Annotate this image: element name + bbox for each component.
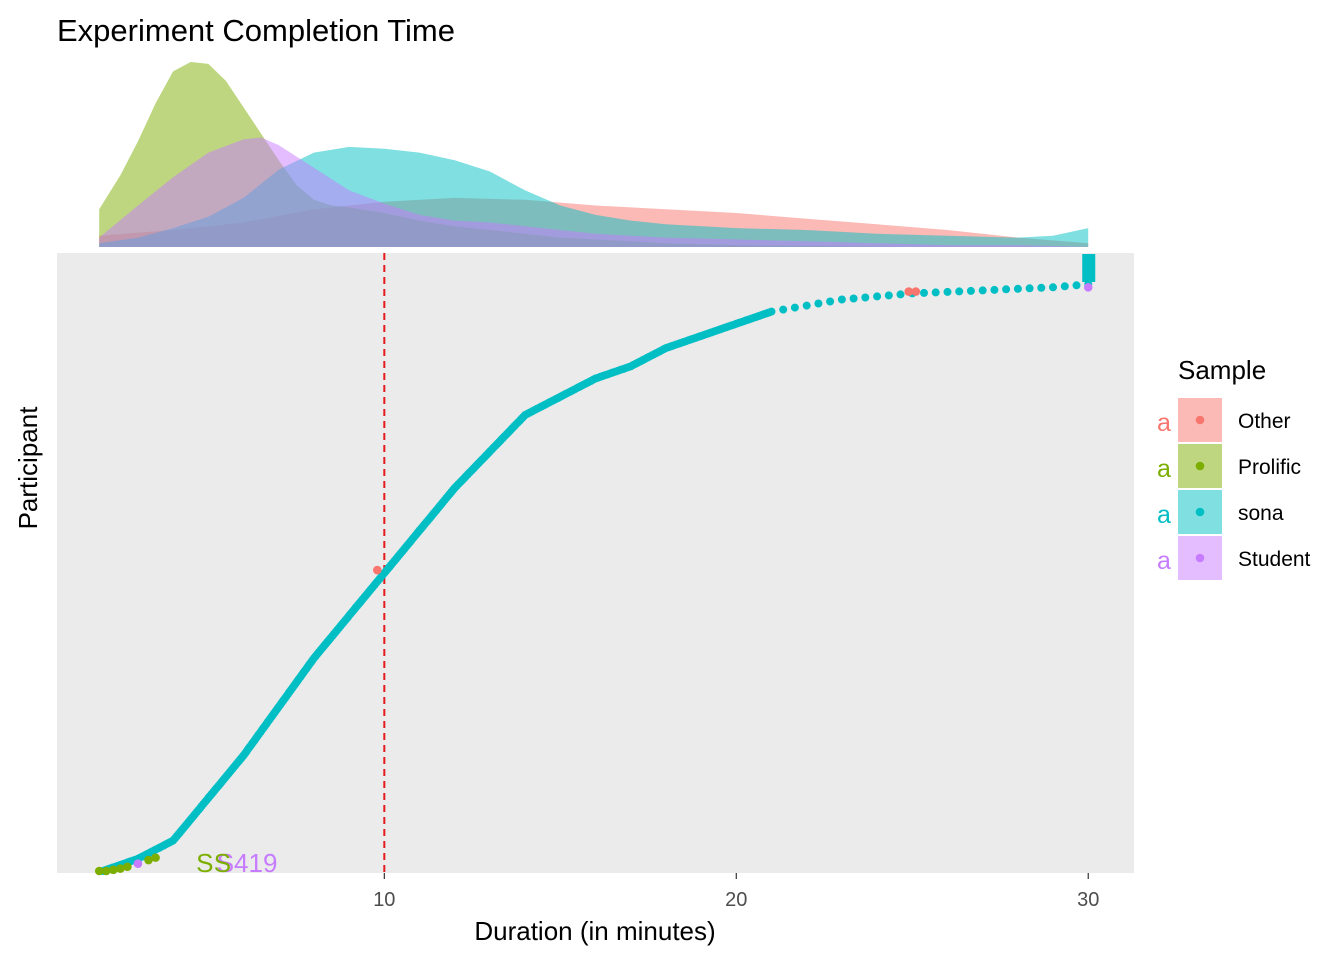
data-point-other: [904, 287, 914, 296]
data-point-sona: [990, 285, 999, 294]
x-axis: 10 20 30: [373, 873, 1099, 911]
data-point-prolific: [101, 866, 111, 876]
data-point-sona: [837, 295, 846, 304]
legend-letter-sona: a: [1157, 501, 1171, 529]
data-point-sona: [826, 297, 835, 306]
capped-points-sona: [1082, 259, 1096, 266]
data-point-sona: [884, 291, 893, 300]
data-point-student: [1083, 283, 1093, 292]
legend-label-sona: sona: [1238, 502, 1284, 525]
data-point-sona: [1060, 282, 1069, 291]
data-point-student: [133, 859, 143, 869]
capped-points-sona: [1082, 265, 1096, 271]
legend-letter-prolific: a: [1157, 455, 1171, 483]
data-point-sona: [849, 294, 858, 303]
data-point-prolific: [94, 866, 104, 876]
data-point-sona: [873, 292, 882, 301]
data-point-prolific: [116, 864, 125, 873]
data-point-sona: [861, 293, 870, 302]
data-point-sona: [767, 307, 776, 316]
data-point-sona: [955, 287, 964, 296]
data-point-sona: [1002, 285, 1011, 294]
legend-point-other: [1195, 415, 1205, 425]
y-axis-title: Participant: [13, 406, 43, 530]
capped-points-sona: [1082, 270, 1096, 277]
data-point-sona: [790, 303, 799, 312]
data-point-sona: [814, 299, 823, 308]
x-axis-tick-label: 20: [725, 889, 747, 911]
legend: Sample a Other a Prolific a sona a Student: [1157, 355, 1311, 580]
legend-label-student: Student: [1238, 548, 1311, 571]
point-label: S: [196, 848, 213, 878]
point-label: S: [214, 848, 231, 878]
legend-letter-student: a: [1157, 547, 1171, 575]
data-point-other: [372, 565, 382, 575]
data-point-sona: [943, 287, 952, 296]
data-point-prolific: [144, 855, 153, 865]
data-point-sona: [802, 301, 811, 310]
legend-title: Sample: [1178, 355, 1266, 385]
points-group: [94, 254, 1096, 876]
data-point-sona: [1072, 281, 1081, 290]
data-point-sona: [1049, 283, 1057, 292]
x-axis-tick-label: 10: [373, 889, 395, 911]
data-point-sona: [1013, 284, 1022, 293]
data-point-prolific: [151, 853, 160, 862]
marginal-density-panel: [99, 62, 1089, 247]
x-axis-tick-label: 30: [1077, 889, 1099, 911]
data-point-prolific: [109, 865, 118, 875]
capped-points-sona: [1082, 254, 1096, 260]
legend-label-other: Other: [1238, 410, 1291, 433]
legend-point-sona: [1195, 507, 1205, 517]
data-point-sona: [931, 288, 940, 297]
data-point-sona: [978, 286, 987, 295]
legend-point-student: [1195, 553, 1205, 563]
data-point-sona: [1025, 284, 1034, 293]
legend-label-prolific: Prolific: [1238, 456, 1301, 479]
data-point-sona: [779, 305, 788, 314]
data-point-other: [911, 287, 921, 296]
legend-letter-other: a: [1157, 409, 1171, 437]
x-axis-title: Duration (in minutes): [474, 916, 715, 946]
capped-points-sona: [1082, 276, 1096, 282]
data-point-sona: [1037, 283, 1046, 292]
data-point-sona: [966, 286, 975, 295]
data-point-sona: [896, 290, 905, 299]
legend-point-prolific: [1195, 461, 1205, 471]
data-point-prolific: [123, 862, 132, 872]
point-label: S419: [217, 848, 278, 878]
data-point-sona: [920, 288, 928, 297]
chart-title: Experiment Completion Time: [57, 13, 455, 48]
density-student: [99, 137, 1089, 247]
